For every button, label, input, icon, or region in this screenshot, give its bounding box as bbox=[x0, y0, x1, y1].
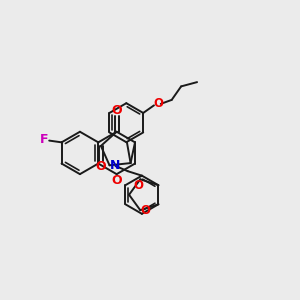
Text: O: O bbox=[111, 104, 122, 117]
Text: O: O bbox=[134, 179, 144, 192]
Text: O: O bbox=[153, 97, 163, 110]
Text: N: N bbox=[110, 159, 120, 172]
Text: F: F bbox=[40, 133, 48, 146]
Text: O: O bbox=[112, 173, 122, 187]
Text: O: O bbox=[96, 160, 106, 173]
Text: O: O bbox=[141, 204, 151, 217]
